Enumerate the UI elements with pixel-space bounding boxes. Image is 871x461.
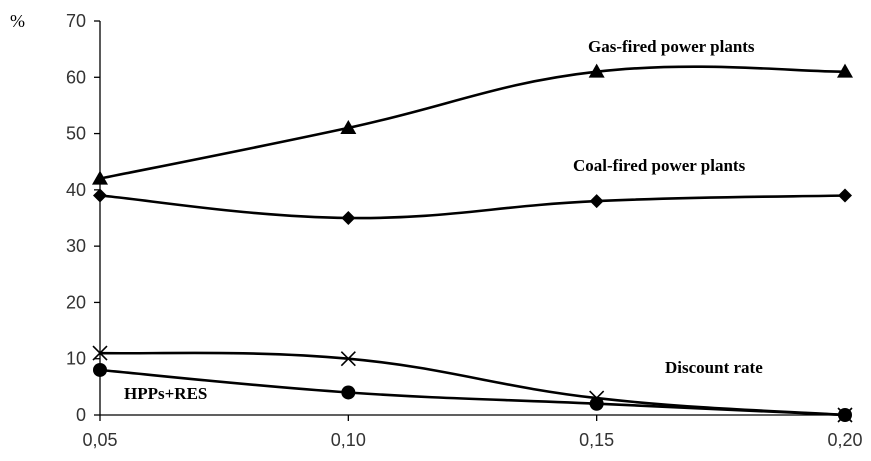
series-annotations: Gas-fired power plants Coal-fired power … <box>124 37 763 403</box>
triangle-marker <box>92 170 108 185</box>
x-tick-label: 0,05 <box>82 430 117 450</box>
x-marker <box>92 345 108 361</box>
x-tick-label: 0,15 <box>579 430 614 450</box>
triangle-marker <box>588 63 605 78</box>
diamond-marker <box>589 194 604 209</box>
y-tick-label: 50 <box>66 124 86 144</box>
x-marker <box>340 351 356 367</box>
y-tick-label: 20 <box>66 292 86 312</box>
series-group <box>92 63 853 423</box>
circle-marker <box>589 396 604 411</box>
series-1 <box>92 63 853 185</box>
circle-marker <box>93 362 107 377</box>
series-4 <box>93 362 852 422</box>
y-tick-label: 0 <box>76 405 86 425</box>
diamond-marker <box>93 188 107 203</box>
x-tick-labels: 0,05 0,10 0,15 0,20 <box>82 415 863 450</box>
x-tick-label: 0,20 <box>827 430 862 450</box>
circle-marker <box>838 408 852 422</box>
series-line <box>99 194 846 220</box>
axes <box>99 21 845 416</box>
annotation-coal-fired: Coal-fired power plants <box>573 156 746 175</box>
triangle-marker <box>340 119 357 134</box>
triangle-marker <box>837 63 853 78</box>
y-tick-label: 10 <box>66 349 86 369</box>
diamond-marker <box>838 188 852 203</box>
circle-marker <box>341 385 356 400</box>
y-tick-label: 60 <box>66 67 86 87</box>
diamond-marker <box>341 211 356 225</box>
annotation-discount-rate: Discount rate <box>665 358 763 377</box>
series-2 <box>93 188 852 225</box>
y-tick-label: 70 <box>66 11 86 31</box>
annotation-hpps-res: HPPs+RES <box>124 384 207 403</box>
y-tick-label: 30 <box>66 236 86 256</box>
series-line <box>99 368 846 417</box>
y-tick-labels: 0 10 20 30 40 50 60 70 <box>66 11 100 425</box>
x-tick-label: 0,10 <box>331 430 366 450</box>
y-tick-label: 40 <box>66 180 86 200</box>
series-line <box>99 65 846 180</box>
annotation-gas-fired: Gas-fired power plants <box>588 37 755 56</box>
y-axis-label: % <box>10 11 25 31</box>
